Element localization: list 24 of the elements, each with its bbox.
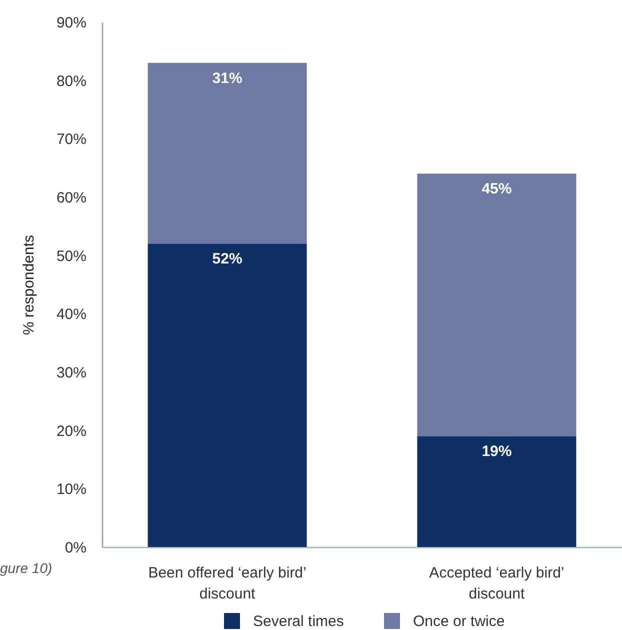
data-label: 19% [482, 443, 512, 460]
y-tick-label: 40% [56, 306, 86, 324]
data-label: 45% [482, 180, 512, 198]
y-tick-label: 50% [56, 248, 86, 265]
y-tick-label: 80% [56, 72, 86, 90]
data-label: 52% [212, 250, 242, 268]
x-tick-label: Been offered ‘early bird’ discount [148, 564, 306, 602]
y-tick-label: 70% [56, 131, 86, 148]
x-tick-label: Accepted ‘early bird’ discount [429, 564, 564, 602]
legend-label: Several times [253, 613, 344, 630]
y-tick-label: 90% [56, 14, 86, 32]
bar [148, 244, 307, 547]
y-tick-label: 10% [56, 481, 86, 498]
y-tick-label: 60% [56, 190, 86, 206]
bar [417, 436, 576, 547]
y-tick-label: 30% [56, 364, 86, 382]
y-tick-label: 20% [56, 422, 86, 440]
bar [148, 62, 307, 244]
bar [417, 174, 576, 436]
text: gure 10) [0, 560, 52, 576]
y-tick-label: 0% [64, 540, 86, 556]
data-label: 31% [212, 70, 242, 87]
y-axis-title: % respondents [20, 234, 38, 336]
legend-label: Once or twice [413, 613, 505, 630]
